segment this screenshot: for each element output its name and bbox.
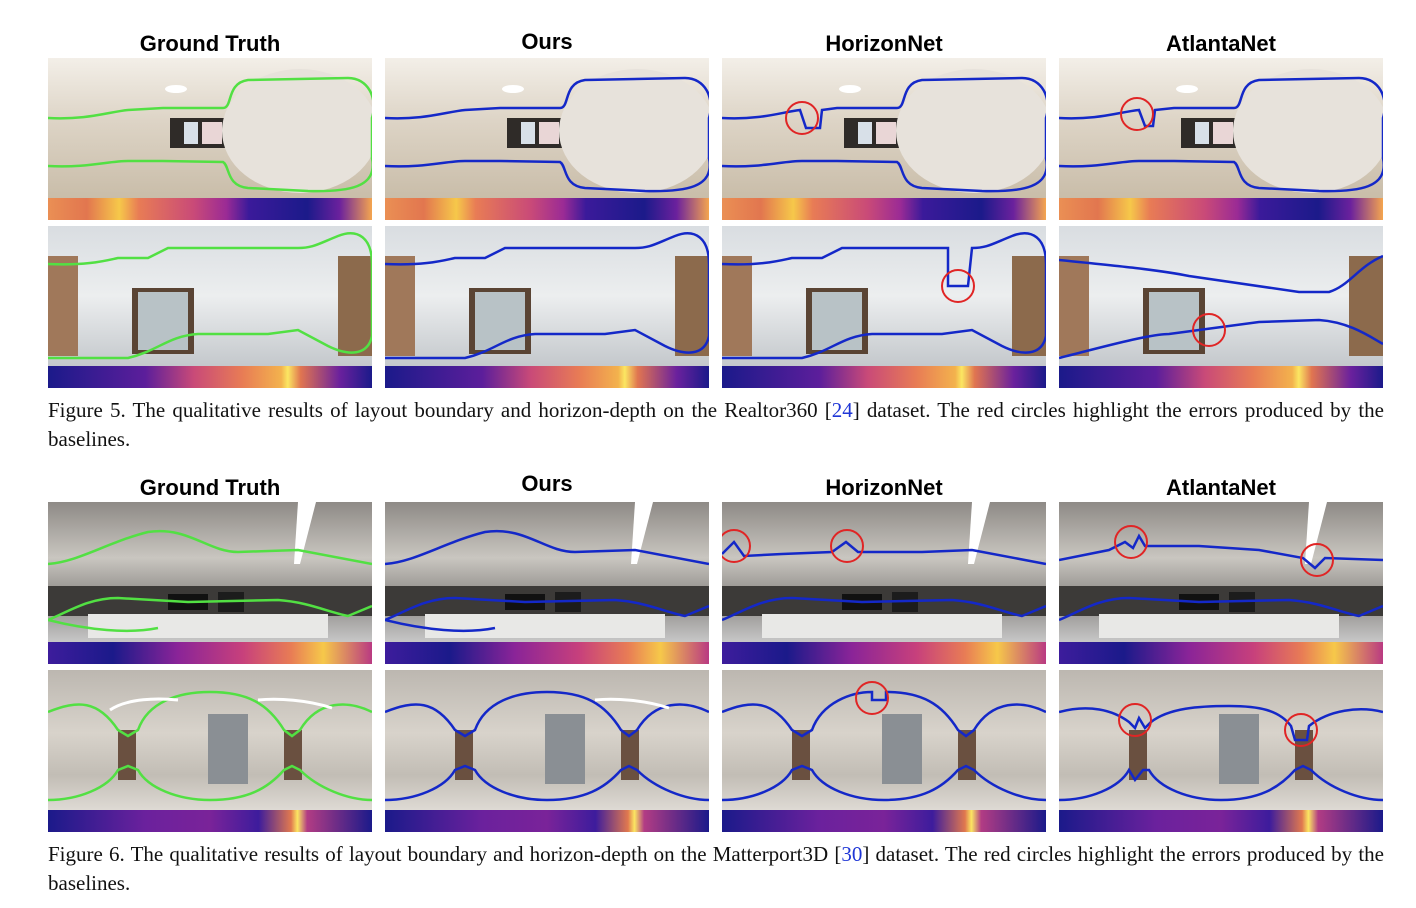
column-title-ground-truth: Ground Truth (139, 31, 281, 56)
caption-text: ] dataset. The red circles highlight the… (48, 398, 1384, 451)
panorama-horizonnet (722, 502, 1046, 664)
panorama-atlantanet (1059, 670, 1383, 832)
panorama-ours (385, 502, 709, 664)
caption-text: Figure 6. The qualitative results of lay… (48, 842, 842, 866)
panorama-horizonnet (722, 670, 1046, 832)
column-title-ours: Ours (521, 29, 573, 54)
column-title-ground-truth: Ground Truth (139, 475, 281, 500)
panorama-ground-truth (48, 502, 372, 664)
figure-5-caption: Figure 5. The qualitative results of lay… (48, 396, 1384, 454)
panorama-ground-truth (48, 226, 372, 388)
figure-6-caption: Figure 6. The qualitative results of lay… (48, 840, 1384, 898)
panorama-horizonnet (722, 226, 1046, 388)
panorama-atlantanet (1059, 58, 1383, 220)
panorama-ground-truth (48, 58, 372, 220)
caption-text: Figure 5. The qualitative results of lay… (48, 398, 832, 422)
panorama-ours (385, 670, 709, 832)
citation-link[interactable]: 24 (831, 398, 853, 422)
panorama-atlantanet (1059, 226, 1383, 388)
column-title-ours: Ours (521, 471, 573, 496)
panorama-ours (385, 226, 709, 388)
panorama-ground-truth (48, 670, 372, 832)
column-title-horizonnet: HorizonNet (825, 31, 943, 56)
column-title-horizonnet: HorizonNet (825, 475, 943, 500)
column-title-atlantanet: AtlantaNet (1165, 31, 1276, 56)
panorama-atlantanet (1059, 502, 1383, 664)
caption-text: ] dataset. The red circles highlight the… (48, 842, 1385, 895)
panorama-ours (385, 58, 709, 220)
citation-link[interactable]: 30 (841, 842, 863, 866)
column-title-atlantanet: AtlantaNet (1165, 475, 1276, 500)
panorama-horizonnet (722, 58, 1046, 220)
